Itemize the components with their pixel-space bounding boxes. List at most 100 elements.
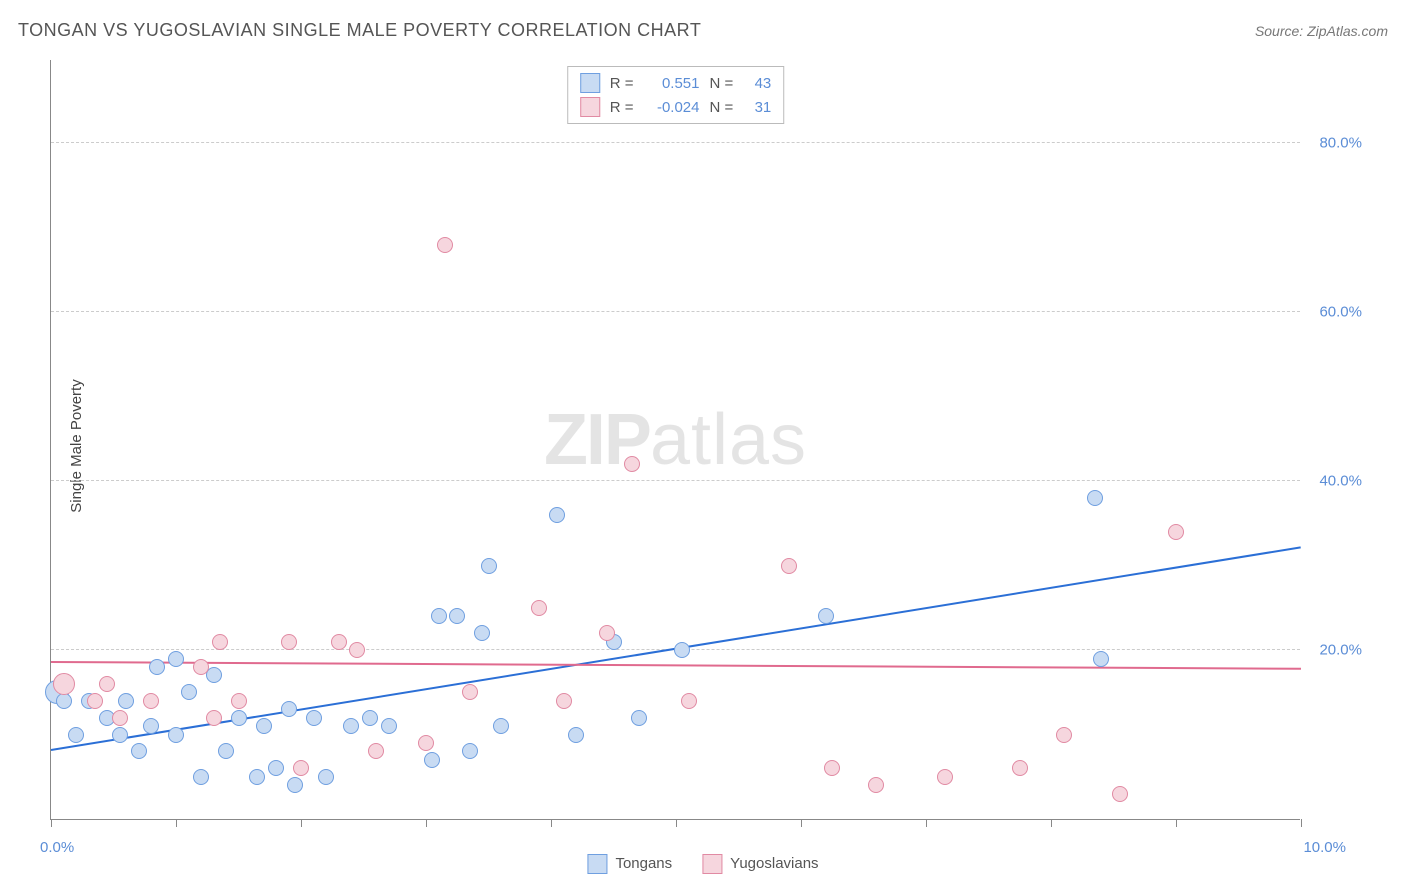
gridline: [51, 142, 1300, 143]
data-point: [218, 743, 234, 759]
data-point: [318, 769, 334, 785]
r-label: R =: [610, 75, 634, 92]
source-attribution: Source: ZipAtlas.com: [1255, 23, 1388, 39]
data-point: [462, 743, 478, 759]
series-legend: Tongans Yugoslavians: [587, 854, 818, 874]
stats-row: R = 0.551 N = 43: [580, 71, 772, 95]
data-point: [868, 777, 884, 793]
data-point: [112, 710, 128, 726]
data-point: [193, 769, 209, 785]
x-tick: [301, 819, 302, 827]
data-point: [824, 760, 840, 776]
scatter-plot-area: ZIPatlas R =0.551N =43R =-0.024N =31 20.…: [50, 60, 1300, 820]
data-point: [212, 634, 228, 650]
data-point: [1012, 760, 1028, 776]
data-point: [193, 659, 209, 675]
x-axis-max-label: 10.0%: [1303, 839, 1346, 856]
data-point: [531, 600, 547, 616]
data-point: [112, 727, 128, 743]
legend-label: Yugoslavians: [730, 855, 818, 872]
x-axis-min-label: 0.0%: [40, 839, 74, 856]
data-point: [549, 507, 565, 523]
r-value: 0.551: [644, 75, 700, 92]
legend-swatch: [587, 854, 607, 874]
x-tick: [926, 819, 927, 827]
data-point: [99, 676, 115, 692]
data-point: [168, 727, 184, 743]
data-point: [424, 752, 440, 768]
y-tick-label: 40.0%: [1319, 473, 1362, 490]
legend-swatch: [580, 73, 600, 93]
x-tick: [51, 819, 52, 827]
data-point: [474, 625, 490, 641]
data-point: [431, 608, 447, 624]
data-point: [149, 659, 165, 675]
data-point: [181, 684, 197, 700]
data-point: [1056, 727, 1072, 743]
y-tick-label: 60.0%: [1319, 304, 1362, 321]
y-tick-label: 80.0%: [1319, 135, 1362, 152]
gridline: [51, 480, 1300, 481]
data-point: [231, 693, 247, 709]
data-point: [449, 608, 465, 624]
n-value: 43: [743, 75, 771, 92]
data-point: [118, 693, 134, 709]
data-point: [293, 760, 309, 776]
data-point: [281, 701, 297, 717]
x-tick: [801, 819, 802, 827]
data-point: [343, 718, 359, 734]
data-point: [681, 693, 697, 709]
data-point: [143, 693, 159, 709]
trend-line: [51, 661, 1301, 670]
data-point: [631, 710, 647, 726]
data-point: [68, 727, 84, 743]
data-point: [1093, 651, 1109, 667]
data-point: [674, 642, 690, 658]
legend-swatch: [702, 854, 722, 874]
gridline: [51, 311, 1300, 312]
data-point: [231, 710, 247, 726]
data-point: [249, 769, 265, 785]
legend-label: Tongans: [615, 855, 672, 872]
data-point: [624, 456, 640, 472]
data-point: [462, 684, 478, 700]
data-point: [1087, 490, 1103, 506]
data-point: [1168, 524, 1184, 540]
x-tick: [551, 819, 552, 827]
r-value: -0.024: [644, 99, 700, 116]
data-point: [168, 651, 184, 667]
data-point: [281, 634, 297, 650]
data-point: [481, 558, 497, 574]
data-point: [362, 710, 378, 726]
stats-row: R = -0.024 N = 31: [580, 95, 772, 119]
data-point: [568, 727, 584, 743]
data-point: [287, 777, 303, 793]
legend-swatch: [580, 97, 600, 117]
data-point: [818, 608, 834, 624]
legend-item: Tongans: [587, 854, 672, 874]
data-point: [368, 743, 384, 759]
data-point: [1112, 786, 1128, 802]
data-point: [349, 642, 365, 658]
data-point: [306, 710, 322, 726]
n-value: 31: [743, 99, 771, 116]
data-point: [256, 718, 272, 734]
x-tick: [176, 819, 177, 827]
data-point: [599, 625, 615, 641]
data-point: [556, 693, 572, 709]
data-point: [268, 760, 284, 776]
r-label: R =: [610, 99, 634, 116]
data-point: [143, 718, 159, 734]
data-point: [331, 634, 347, 650]
correlation-stats-box: R = 0.551 N = 43 R = -0.024 N = 31: [567, 66, 785, 124]
data-point: [381, 718, 397, 734]
n-label: N =: [710, 75, 734, 92]
data-point: [937, 769, 953, 785]
x-tick: [426, 819, 427, 827]
data-point: [781, 558, 797, 574]
data-point: [87, 693, 103, 709]
data-point: [493, 718, 509, 734]
data-point: [131, 743, 147, 759]
data-point: [418, 735, 434, 751]
n-label: N =: [710, 99, 734, 116]
